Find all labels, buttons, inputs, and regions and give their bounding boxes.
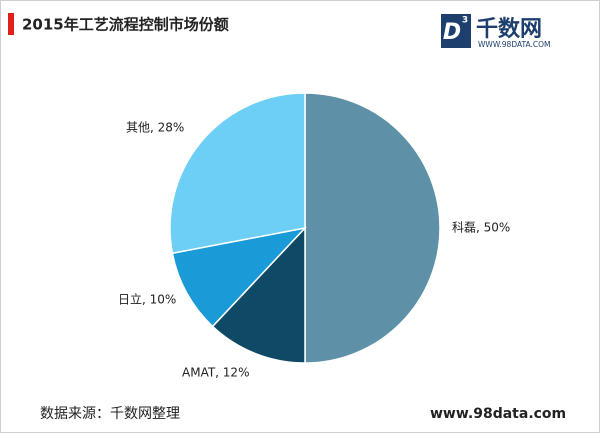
pie-slice xyxy=(304,92,441,364)
logo-icon xyxy=(441,14,471,48)
chart-title: 2015年工艺流程控制市场份额 xyxy=(22,16,229,34)
data-label: AMAT, 12% xyxy=(182,366,249,380)
data-label: 科磊, 50% xyxy=(452,221,510,235)
logo-url: WWW.98DATA.COM xyxy=(478,40,551,49)
pie: 科磊, 50% AMAT, 12% 日立, 10% 其他, 28% xyxy=(118,92,510,380)
pie-slice xyxy=(211,226,306,364)
data-label: 日立, 10% xyxy=(118,292,176,307)
title-accent xyxy=(8,13,14,35)
logo-superscript: 3 xyxy=(462,16,468,26)
logo-mark: D xyxy=(443,20,461,45)
data-label: 其他, 28% xyxy=(126,121,184,135)
website: www.98data.com xyxy=(430,406,566,422)
pie-slice xyxy=(171,226,308,328)
logo-name: 千数网 xyxy=(476,16,542,42)
source-note: 数据来源：千数网整理 xyxy=(40,406,180,422)
pie-slice xyxy=(169,92,306,255)
